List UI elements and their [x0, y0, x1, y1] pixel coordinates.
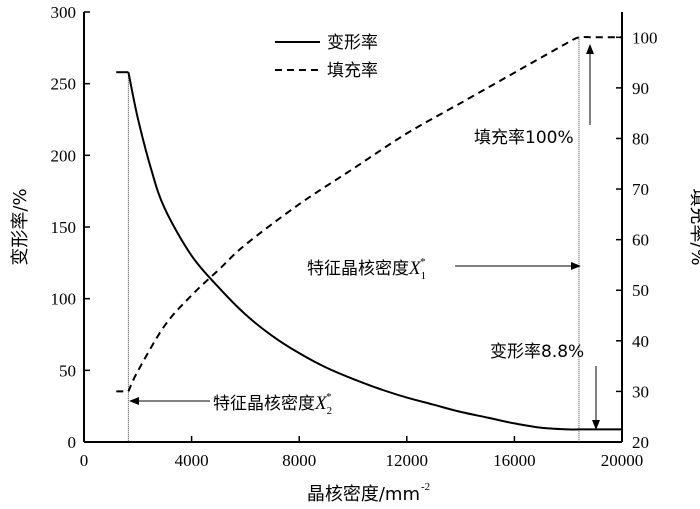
y-right-tick-label: 30: [632, 382, 649, 401]
x-tick-label: 0: [80, 451, 89, 470]
series-line-deformation: [127, 71, 622, 431]
y-right-tick-label: 70: [632, 180, 649, 199]
y-left-tick-label: 150: [51, 218, 77, 237]
annotation-x2: 特征晶核密度X2*: [129, 391, 332, 417]
x-tick-label: 12000: [386, 451, 429, 470]
y-left-axis-title: 变形率/%: [10, 188, 31, 265]
annotation-x2-label: 特征晶核密度X2*: [213, 391, 332, 417]
x-tick-label: 16000: [493, 451, 536, 470]
annotation-deform-8-8-label: 变形率8.8%: [490, 342, 584, 362]
y-right-tick-label: 80: [632, 129, 649, 148]
y-right-tick-label: 20: [632, 433, 649, 452]
annotation-x1-arrowhead: [571, 262, 581, 270]
x-axis-title-exponent: -2: [421, 481, 430, 493]
series-layer: [116, 35, 622, 431]
y-left-tick-label: 50: [59, 361, 76, 380]
y-right-tick-label: 40: [632, 332, 649, 351]
y-left-tick-label: 250: [51, 75, 77, 94]
y-right-tick-label: 50: [632, 281, 649, 300]
annotation-x1: 特征晶核密度X1*: [307, 256, 581, 282]
series-line-fill: [127, 35, 622, 392]
x-tick-label: 4000: [175, 451, 209, 470]
legend: 变形率 填充率: [275, 33, 378, 81]
y-right-tick-label: 100: [632, 28, 658, 47]
y-left-tick-label: 0: [68, 433, 77, 452]
x-axis-title: 晶核密度/mm: [307, 484, 420, 505]
x-tick-label: 8000: [282, 451, 316, 470]
guides-layer: [127, 37, 580, 442]
ticks-layer: 0 4000 8000 12000 16000 20000 0 50 100 150 200 250 3…: [51, 3, 658, 470]
annotation-deform-8-8-arrowhead: [592, 420, 600, 430]
annotation-deform-8-8: 变形率8.8%: [490, 342, 600, 430]
legend-label-fill: 填充率: [327, 61, 378, 81]
y-left-tick-label: 200: [51, 146, 77, 165]
y-left-tick-label: 300: [51, 3, 77, 22]
x-tick-label: 20000: [601, 451, 644, 470]
y-right-axis-title: 填充率/%: [687, 188, 700, 265]
annotation-x2-arrowhead: [129, 397, 139, 405]
y-left-tick-label: 100: [51, 290, 77, 309]
annotation-x1-label: 特征晶核密度X1*: [307, 256, 426, 282]
annotation-fill-100-label: 填充率100%: [474, 128, 574, 148]
annotation-fill-100-arrowhead: [586, 44, 594, 54]
y-right-tick-label: 60: [632, 231, 649, 250]
legend-label-deformation: 变形率: [327, 33, 378, 53]
annotation-fill-100: 填充率100%: [474, 44, 594, 148]
y-right-tick-label: 90: [632, 79, 649, 98]
